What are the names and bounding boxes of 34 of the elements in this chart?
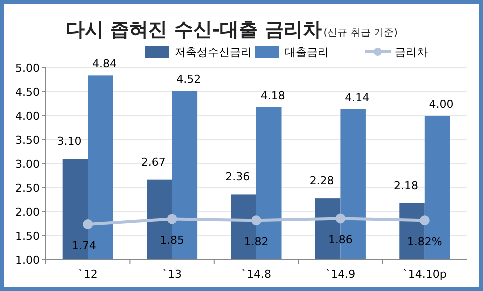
chart-subtitle: (신규 취급 기준): [324, 28, 398, 39]
x-tick-label: `14.9: [326, 268, 356, 281]
y-tick-label: 5.00: [16, 62, 40, 75]
data-label: 2.18: [394, 179, 419, 192]
data-label: 2.36: [226, 170, 250, 184]
data-label: 1.85: [160, 234, 185, 248]
y-tick-label: 2.50: [16, 182, 40, 195]
y-tick-label: 3.00: [16, 158, 40, 171]
legend-label: 금리차: [395, 46, 428, 59]
data-label: 4.18: [260, 89, 286, 102]
y-tick-label: 1.50: [16, 230, 40, 243]
data-label: 2.28: [310, 174, 334, 188]
y-tick-label: 4.00: [16, 110, 40, 123]
data-label: 4.00: [429, 98, 454, 111]
data-label: 1.86: [328, 234, 353, 247]
x-tick-label: `13: [162, 268, 182, 281]
data-label: 3.10: [57, 135, 82, 148]
legend-label: 대출금리: [285, 46, 329, 59]
data-label: 1.82%: [407, 236, 442, 249]
data-label: 4.14: [345, 91, 370, 104]
data-label: 4.84: [92, 58, 117, 71]
x-tick-label: `14.10p: [402, 268, 447, 281]
y-tick-label: 3.50: [16, 134, 40, 147]
data-label: 2.67: [141, 156, 166, 169]
y-tick-label: 4.50: [16, 86, 40, 99]
chart-title: 다시 좁혀진 수신-대출 금리차: [66, 19, 322, 41]
x-tick-label: `12: [78, 268, 98, 281]
data-label: 4.52: [176, 73, 202, 86]
data-label: 1.82: [244, 236, 269, 249]
y-tick-label: 1.00: [16, 254, 40, 267]
legend-label: 저축성수신금리: [175, 46, 252, 59]
data-label: 1.74: [72, 239, 96, 252]
x-tick-label: `14.8: [242, 268, 272, 281]
y-tick-label: 2.00: [16, 206, 40, 219]
